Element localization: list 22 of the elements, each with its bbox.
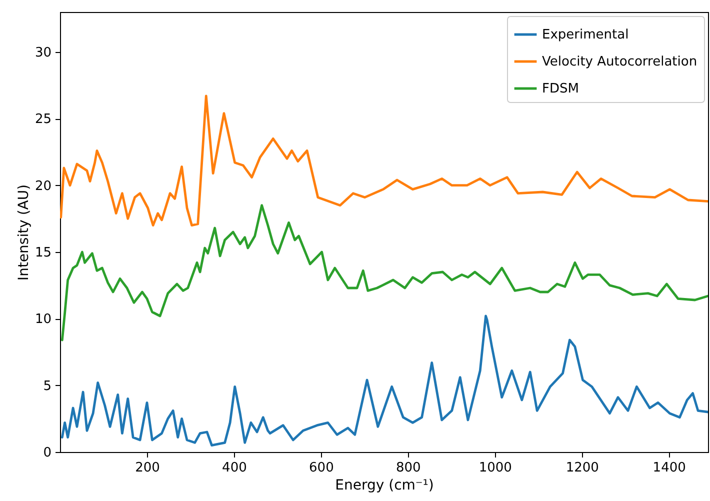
y-tick-label: 20: [34, 178, 52, 194]
x-tick-label: 600: [309, 460, 334, 476]
x-tick-label: 1000: [478, 460, 512, 476]
x-axis-title: Energy (cm⁻¹): [335, 478, 434, 494]
x-tick-label: 200: [135, 460, 160, 476]
line-series: [60, 204, 708, 342]
x-tick-label: 400: [222, 460, 247, 476]
x-tick-label: 1400: [652, 460, 686, 476]
line-series: [60, 314, 708, 447]
y-tick-label: 10: [34, 312, 52, 328]
x-tick-label: 800: [396, 460, 421, 476]
line-series: [60, 94, 708, 227]
x-tick-label: 1200: [566, 460, 599, 476]
y-tick-label: 15: [34, 246, 52, 260]
y-tick-label: 30: [34, 46, 52, 60]
y-tick-label: 5: [43, 378, 52, 394]
y-tick-label: 0: [43, 446, 52, 460]
y-axis-title: Intensity (AU): [16, 184, 32, 281]
legend-label: Velocity Autocorrelation: [542, 54, 698, 70]
legend-label: Experimental: [542, 28, 629, 42]
y-tick-label: 25: [34, 112, 52, 128]
legend-label: FDSM: [542, 82, 579, 96]
